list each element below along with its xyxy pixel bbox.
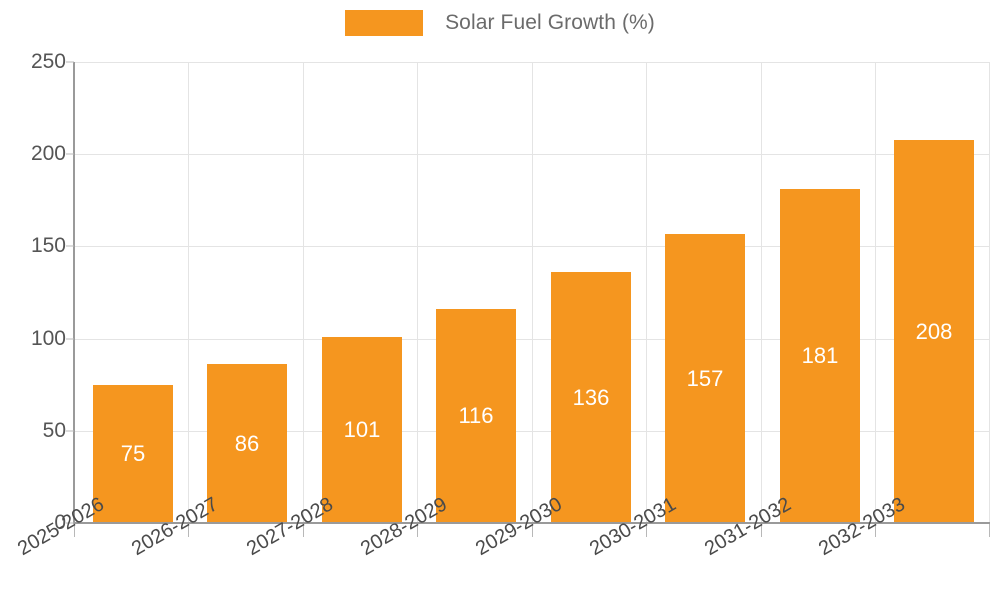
y-tick-mark: [66, 522, 74, 524]
y-axis-line: [73, 62, 75, 524]
bar-2027-2028[interactable]: 101: [322, 337, 402, 523]
legend-color-swatch: [345, 10, 424, 36]
chart-legend: Solar Fuel Growth (%): [0, 10, 1000, 36]
x-tick-mark: [989, 524, 990, 537]
gridline-vertical: [989, 62, 990, 523]
y-tick-mark: [66, 430, 74, 432]
gridline-vertical: [303, 62, 304, 523]
gridline-vertical: [417, 62, 418, 523]
gridline-vertical: [761, 62, 762, 523]
bar-2026-2027[interactable]: 86: [207, 364, 287, 523]
y-tick-label: 100: [30, 327, 66, 350]
bar-2025-2026[interactable]: 75: [93, 385, 173, 523]
bar-value-label: 75: [120, 441, 146, 466]
x-tick-mark: [74, 524, 75, 537]
bar-2030-2031[interactable]: 157: [665, 234, 745, 523]
legend-item-label: Solar Fuel Growth (%): [445, 11, 655, 34]
y-tick-mark: [66, 153, 74, 155]
bar-value-label: 157: [686, 365, 724, 391]
bar-2028-2029[interactable]: 116: [436, 309, 516, 523]
x-tick-mark: [532, 524, 533, 537]
y-tick-mark: [66, 338, 74, 340]
bar-value-label: 208: [915, 318, 953, 344]
x-tick-mark: [188, 524, 189, 537]
y-tick-label: 250: [30, 50, 66, 73]
x-tick-mark: [303, 524, 304, 537]
plot-area: 75 86 101 116 136 157 181 208: [74, 62, 990, 523]
x-tick-label: 2025-2026: [14, 493, 108, 561]
x-tick-mark: [875, 524, 876, 537]
y-tick-mark: [66, 245, 74, 247]
x-axis-line: [74, 522, 990, 524]
bar-2032-2033[interactable]: 208: [894, 140, 974, 523]
bar-value-label: 86: [234, 430, 260, 456]
y-tick-label: 150: [30, 234, 66, 257]
bar-value-label: 181: [801, 343, 839, 368]
bar-2031-2032[interactable]: 181: [780, 189, 860, 523]
gridline-vertical: [532, 62, 533, 523]
x-tick-mark: [646, 524, 647, 537]
x-tick-mark: [761, 524, 762, 537]
gridline-vertical: [646, 62, 647, 523]
x-tick-mark: [417, 524, 418, 537]
y-tick-label: 200: [30, 142, 66, 165]
y-tick-label: 50: [42, 419, 66, 442]
bar-2029-2030[interactable]: 136: [551, 272, 631, 523]
legend-item-solar-fuel-growth[interactable]: Solar Fuel Growth (%): [345, 10, 655, 36]
bar-value-label: 136: [572, 384, 610, 410]
bar-value-label: 116: [458, 403, 494, 428]
y-tick-mark: [66, 61, 74, 63]
gridline-vertical: [875, 62, 876, 523]
gridline-vertical: [188, 62, 189, 523]
bar-value-label: 101: [343, 417, 381, 442]
y-tick-label: 0: [54, 511, 66, 534]
